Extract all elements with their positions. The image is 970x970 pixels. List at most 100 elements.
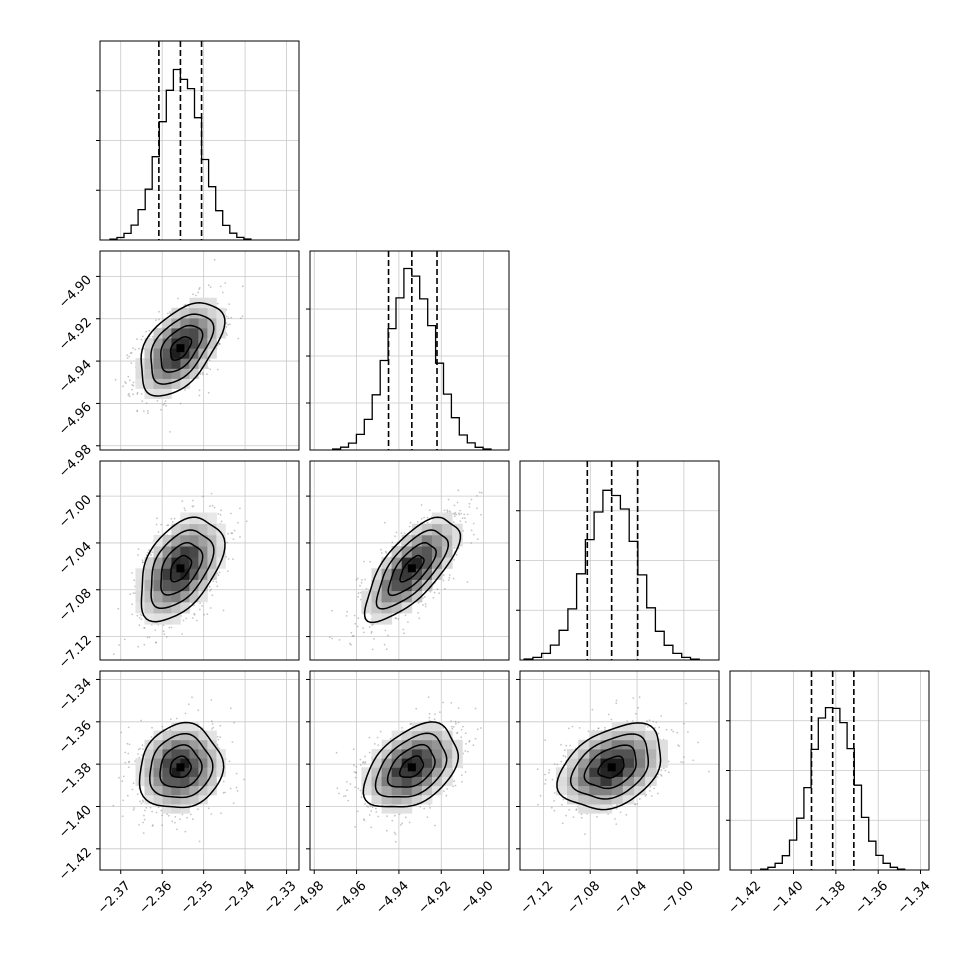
scatter-point — [453, 504, 456, 507]
scatter-point — [368, 751, 371, 754]
scatter-point — [371, 806, 374, 809]
scatter-point — [478, 491, 481, 494]
density-cell — [622, 767, 635, 777]
density-cell — [421, 534, 433, 547]
scatter-point — [174, 816, 177, 818]
scatter-point — [167, 524, 170, 527]
density-cell — [180, 794, 190, 805]
scatter-point — [354, 776, 357, 779]
scatter-point — [216, 572, 219, 575]
scatter-point — [385, 648, 388, 651]
contour-line — [150, 313, 215, 385]
x-tick-label-3: −1.36 — [852, 878, 891, 917]
scatter-point — [474, 707, 477, 710]
scatter-point — [451, 727, 454, 730]
scatter-point — [347, 799, 350, 802]
density-cell — [153, 776, 163, 787]
scatter-point — [96, 385, 98, 387]
scatter-point — [184, 712, 187, 715]
scatter-point — [380, 548, 382, 551]
scatter-point — [665, 728, 668, 731]
scatter-point — [565, 744, 568, 747]
density-cell — [391, 749, 403, 759]
scatter-point — [575, 808, 578, 810]
scatter-point — [359, 789, 362, 792]
scatter-point — [553, 763, 556, 765]
scatter-point — [146, 636, 149, 639]
scatter-point — [137, 748, 140, 751]
scatter-point — [129, 593, 132, 596]
contour-line — [169, 336, 193, 361]
density-cell — [391, 776, 403, 787]
x-tick-label-3: −1.40 — [768, 878, 807, 917]
scatter-point — [169, 431, 171, 433]
scatter-point — [653, 787, 655, 790]
density-cell — [371, 794, 382, 805]
scatter-point — [112, 653, 115, 655]
density-peak — [176, 344, 185, 353]
scatter-point — [426, 816, 429, 818]
scatter-point — [217, 513, 220, 515]
density-cell — [153, 613, 163, 625]
y-tick-label-1: −4.98 — [56, 442, 95, 481]
density-cell — [411, 534, 423, 547]
x-tick-label-3: −1.42 — [725, 878, 764, 917]
density-cell — [401, 758, 413, 768]
scatter-point — [206, 373, 208, 376]
scatter-point — [199, 373, 202, 375]
scatter-point — [708, 770, 710, 773]
scatter-point — [597, 727, 600, 730]
histogram-panel-1 — [306, 250, 510, 451]
scatter-point — [182, 619, 185, 622]
scatter-panel-3-2 — [519, 670, 720, 871]
scatter-point — [466, 513, 469, 516]
scatter-point — [176, 828, 178, 831]
scatter-point — [429, 807, 431, 809]
scatter-point — [637, 706, 640, 709]
density-cell — [198, 307, 208, 319]
scatter-point — [660, 715, 663, 717]
density-cell — [401, 568, 413, 580]
histogram-panel-0 — [96, 40, 300, 241]
scatter-point — [145, 806, 148, 809]
contour-line — [362, 721, 460, 808]
scatter-point — [685, 702, 687, 705]
density-cell — [600, 767, 613, 777]
scatter-point — [614, 818, 616, 820]
scatter-point — [450, 725, 453, 728]
scatter-point — [228, 303, 231, 305]
scatter-point — [442, 701, 444, 704]
scatter-point — [480, 727, 482, 729]
density-cell — [391, 590, 403, 603]
scatter-point — [122, 775, 125, 778]
scatter-point — [360, 582, 363, 584]
density-cell — [381, 579, 393, 592]
panel-frame — [519, 670, 720, 871]
scatter-point — [181, 500, 184, 502]
scatter-point — [562, 798, 565, 801]
scatter-point — [192, 293, 195, 296]
panel-frame — [309, 250, 510, 451]
scatter-point — [464, 521, 467, 523]
scatter-point — [164, 400, 167, 402]
scatter-point — [140, 338, 143, 341]
scatter-point — [439, 711, 441, 714]
density-cell — [401, 739, 413, 750]
scatter-point — [351, 635, 354, 638]
scatter-point — [389, 737, 392, 740]
density-cell — [135, 378, 145, 389]
scatter-point — [243, 778, 245, 781]
density-cell — [381, 794, 393, 805]
density-cell — [144, 368, 154, 379]
density-cell — [600, 730, 613, 741]
scatter-point — [426, 521, 429, 524]
scatter-point — [446, 510, 449, 513]
scatter-point — [139, 747, 142, 750]
density-cell — [198, 358, 208, 369]
scatter-point — [616, 804, 618, 807]
density-cell — [432, 721, 443, 732]
density-cell — [171, 613, 181, 625]
density-cell — [153, 749, 163, 759]
scatter-point — [126, 357, 129, 359]
density-cell — [171, 378, 181, 389]
